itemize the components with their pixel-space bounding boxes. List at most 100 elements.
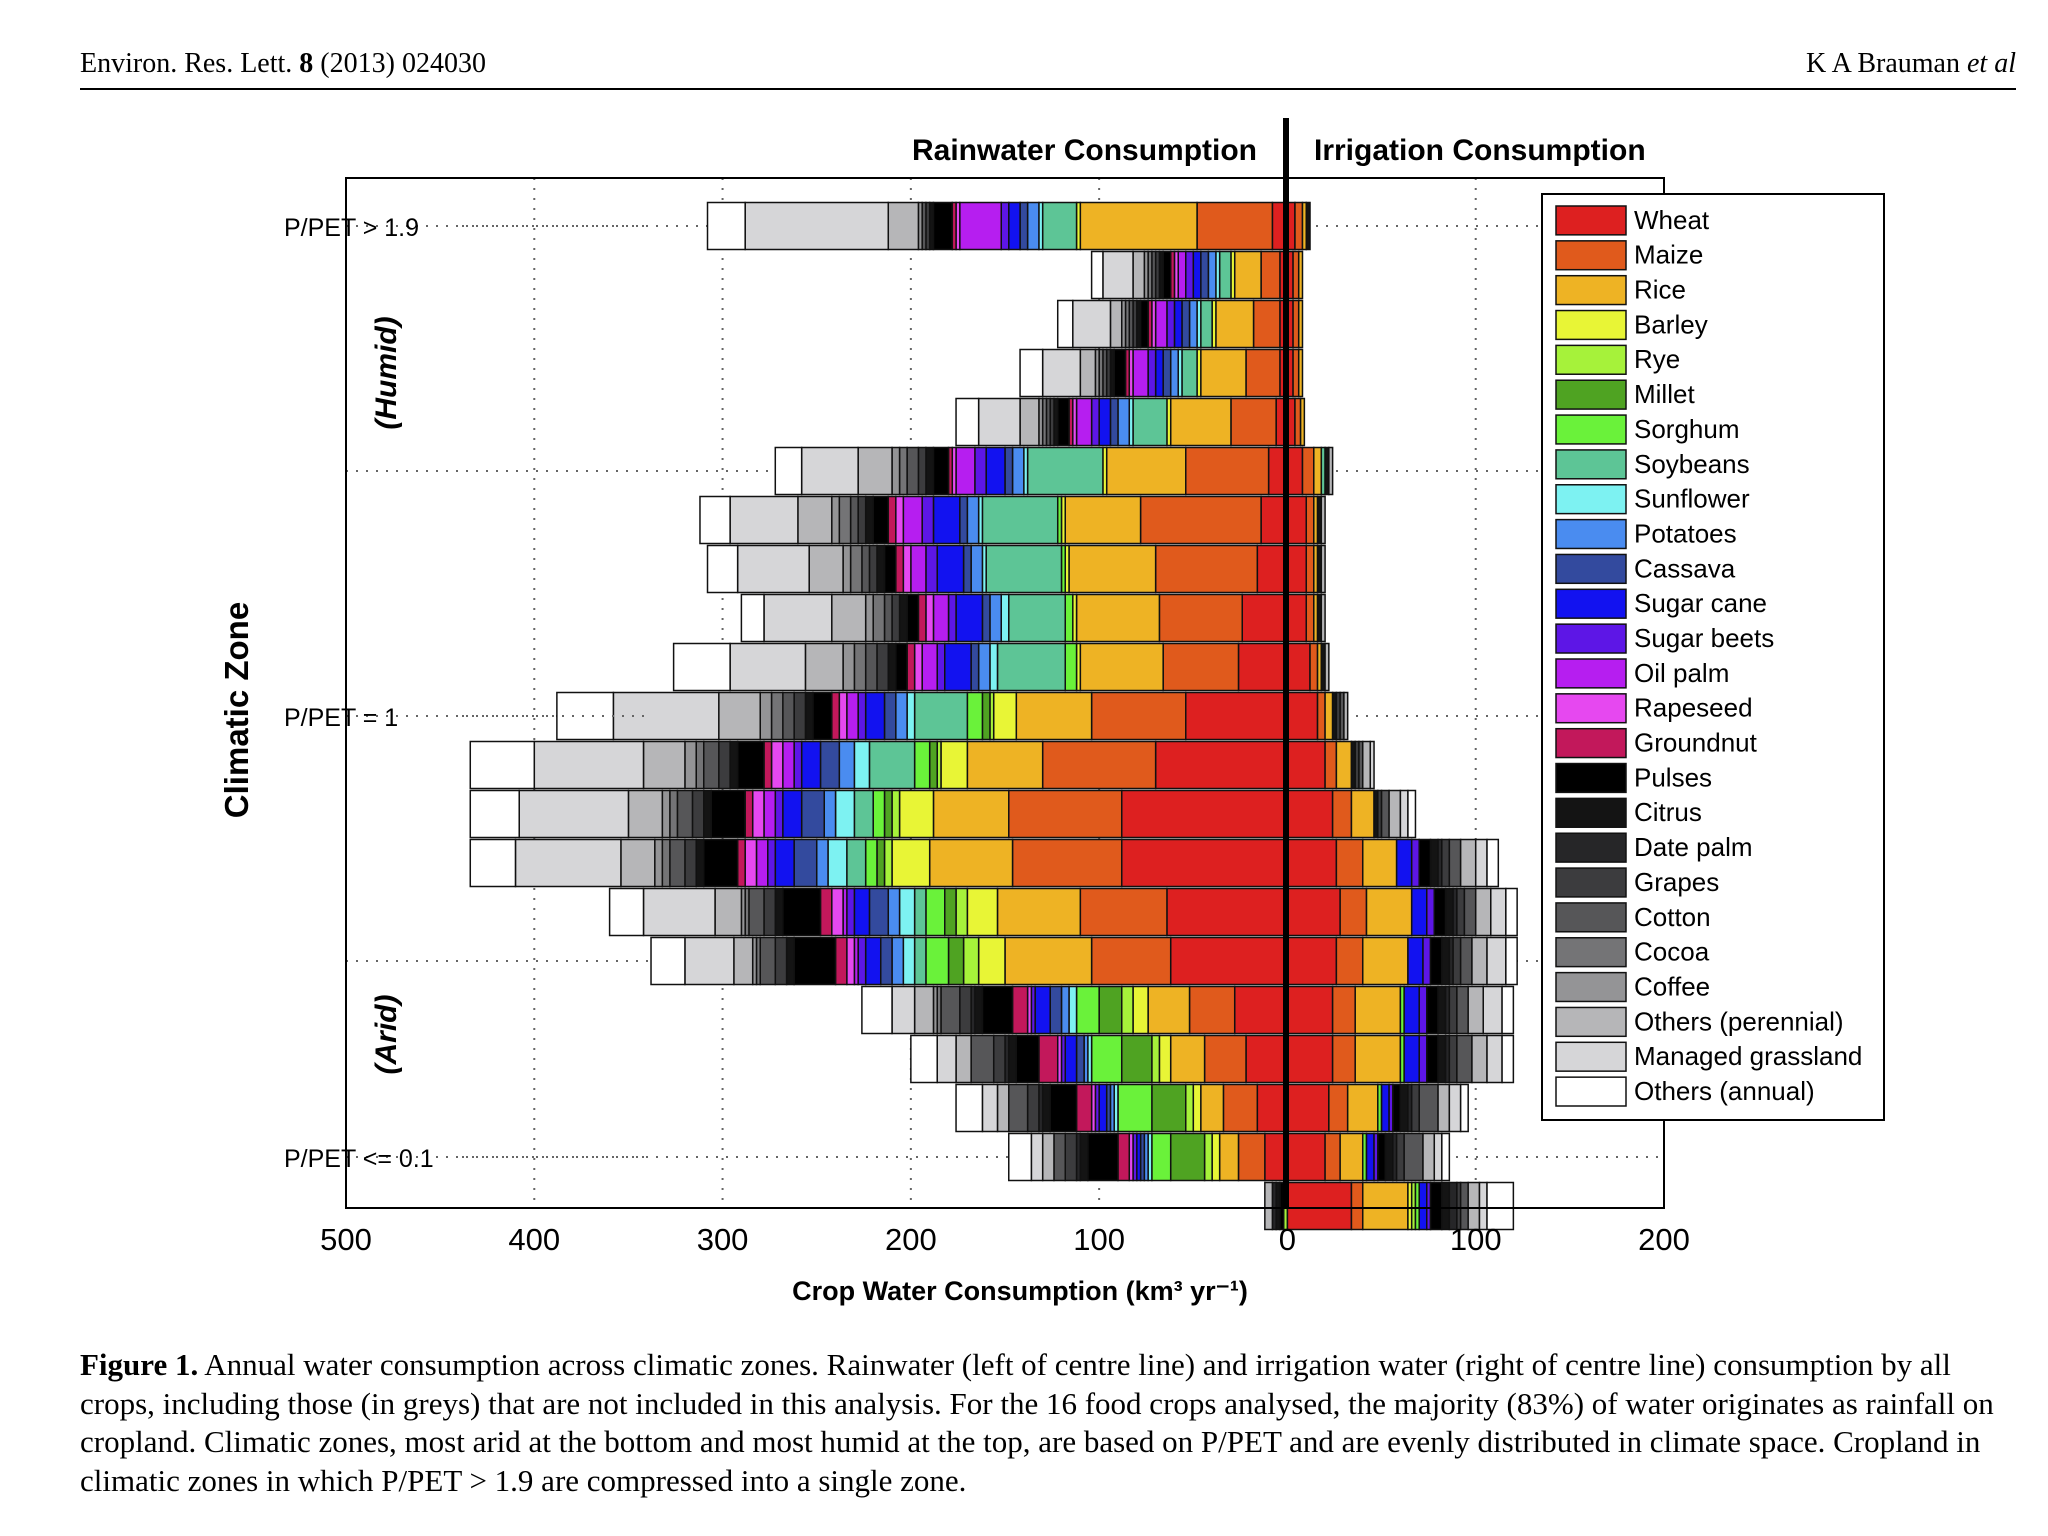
bar-rain-cassava bbox=[1109, 397, 1119, 447]
bar-irrigation-wheat bbox=[1286, 495, 1308, 545]
bar-irrigation-pulses bbox=[1433, 887, 1447, 937]
bar-rain-millet bbox=[883, 789, 893, 839]
bar-rain-millet bbox=[1169, 1132, 1206, 1182]
bar-rain-grapes bbox=[857, 495, 867, 545]
bar-rain-others-perennial bbox=[955, 1034, 972, 1084]
bar-irrigation-others-perennial bbox=[1474, 887, 1492, 937]
bar-rain-sugar-beets bbox=[921, 495, 935, 545]
bar-irrigation-cotton bbox=[1456, 985, 1469, 1035]
bar-irrigation-wheat bbox=[1286, 1083, 1330, 1133]
bar-rain-soybeans bbox=[1026, 446, 1104, 496]
bar-irrigation-pulses bbox=[1429, 1181, 1443, 1231]
bar-rain-cotton bbox=[940, 985, 961, 1035]
bar-rain-rice bbox=[1169, 1034, 1206, 1084]
bar-rain-sugar-cane bbox=[864, 691, 886, 741]
bar-rain-groundnut bbox=[1011, 985, 1029, 1035]
bar-rain-sorghum bbox=[925, 887, 946, 937]
bar-rain-others-perennial bbox=[913, 985, 935, 1035]
bar-rain-pulses bbox=[736, 740, 765, 790]
bar-irrigation-maize bbox=[1305, 544, 1315, 594]
bar-rain-oil-palm bbox=[1075, 397, 1093, 447]
bar-irrigation-managed-grassland bbox=[1433, 1132, 1443, 1182]
bar-irrigation-pulses bbox=[1377, 1132, 1387, 1182]
bar-rain-others-perennial bbox=[620, 838, 656, 888]
bar-rain-millet bbox=[981, 691, 991, 741]
bar-rain-managed-grassland bbox=[736, 544, 810, 594]
bar-irrigation-grapes bbox=[1448, 1034, 1458, 1084]
zone-labels: P/PET > 1.9 P/PET = 1 P/PET <= 0.1 (Humid) (… bbox=[284, 214, 646, 1173]
bar-rain-cocoa bbox=[838, 495, 852, 545]
bar-rain-managed-grassland bbox=[800, 446, 859, 496]
bar-rain-managed-grassland bbox=[744, 201, 890, 251]
legend-label-cocoa: Cocoa bbox=[1634, 937, 1710, 967]
bar-irrigation-wheat bbox=[1286, 985, 1334, 1035]
x-axis-label: Crop Water Consumption (km³ yr⁻¹) bbox=[792, 1276, 1248, 1306]
bar-rain-managed-grassland bbox=[518, 789, 630, 839]
bar-rain-others-annual bbox=[706, 201, 746, 251]
bar-rain-rice bbox=[1079, 642, 1164, 692]
legend-label-oil-palm: Oil palm bbox=[1634, 658, 1729, 688]
bar-irrigation-others-perennial bbox=[1324, 642, 1330, 692]
legend-label-others-perennial: Others (perennial) bbox=[1634, 1006, 1844, 1036]
bar-rain-maize bbox=[1139, 495, 1262, 545]
bar-rain-maize bbox=[1252, 299, 1281, 349]
bar-irrigation-cotton bbox=[1418, 1083, 1439, 1133]
bar-rain-others-perennial bbox=[1132, 250, 1146, 300]
bar-rain-sorghum bbox=[913, 740, 931, 790]
legend-label-wheat: Wheat bbox=[1634, 205, 1710, 235]
bar-irrigation-wheat bbox=[1286, 887, 1341, 937]
bar-rain-potatoes bbox=[1169, 348, 1179, 398]
bar-rain-rapeseed bbox=[838, 691, 848, 741]
bar-irrigation-wheat bbox=[1286, 1181, 1353, 1231]
bar-rain-groundnut bbox=[834, 936, 848, 986]
bar-rain-cotton bbox=[702, 740, 720, 790]
legend-label-citrus: Citrus bbox=[1634, 797, 1702, 827]
bar-rain-potatoes bbox=[1026, 201, 1040, 251]
bar-rain-millet bbox=[928, 740, 938, 790]
bar-irrigation-managed-grassland bbox=[1482, 985, 1503, 1035]
bar-irrigation-maize bbox=[1335, 838, 1364, 888]
legend-swatch-managed-grassland bbox=[1555, 1041, 1627, 1072]
bar-rain-maize bbox=[1011, 838, 1123, 888]
bar-rain-cotton bbox=[1008, 1083, 1029, 1133]
bar-irrigation-maize bbox=[1292, 348, 1300, 398]
bar-irrigation-wheat bbox=[1286, 789, 1334, 839]
bar-rain-managed-grassland bbox=[729, 642, 807, 692]
bar-rain-pulses bbox=[1087, 1132, 1119, 1182]
bar-rain-others-annual bbox=[608, 887, 645, 937]
bar-rain-groundnut bbox=[1038, 1034, 1059, 1084]
bar-rain-soybeans bbox=[913, 691, 969, 741]
bar-rain-others-annual bbox=[469, 789, 520, 839]
bar-rain-citrus bbox=[804, 691, 814, 741]
bar-irrigation-others-perennial bbox=[1471, 1034, 1488, 1084]
bar-irrigation-others-annual bbox=[1486, 838, 1500, 888]
bar-irrigation-others-perennial bbox=[1467, 985, 1484, 1035]
legend-swatch-citrus bbox=[1555, 797, 1627, 828]
bar-irrigation-grapes bbox=[1448, 985, 1458, 1035]
bar-irrigation-sugar-cane bbox=[1403, 1034, 1420, 1084]
bar-rain-citrus bbox=[1079, 1132, 1089, 1182]
bar-rain-citrus bbox=[1041, 1083, 1051, 1133]
bar-irrigation-others-perennial bbox=[1343, 691, 1349, 741]
bar-rain-barley bbox=[1132, 985, 1149, 1035]
bar-rain-grapes bbox=[774, 936, 788, 986]
bar-rain-oil-palm bbox=[921, 642, 938, 692]
bar-rain-groundnut bbox=[917, 593, 927, 643]
bar-rain-cassava bbox=[1075, 1034, 1085, 1084]
bar-irrigation-wheat bbox=[1286, 544, 1308, 594]
bar-irrigation-sugar-cane bbox=[1410, 887, 1428, 937]
bar-rain-grapes bbox=[891, 593, 901, 643]
bar-rain-others-perennial bbox=[808, 544, 844, 594]
bar-rain-soybeans bbox=[1218, 250, 1232, 300]
bar-rain-sugar-cane bbox=[1034, 985, 1051, 1035]
bar-rain-others-annual bbox=[469, 838, 517, 888]
bar-rain-sugar-beets bbox=[1166, 299, 1176, 349]
bar-rain-pulses bbox=[932, 201, 954, 251]
legend-swatch-maize bbox=[1555, 240, 1627, 271]
bar-irrigation-others-perennial bbox=[1437, 1083, 1451, 1133]
legend-label-sugar-beets: Sugar beets bbox=[1634, 623, 1774, 653]
bar-rain-rapeseed bbox=[831, 887, 844, 937]
bar-rain-maize bbox=[1090, 691, 1187, 741]
bar-rain-sugar-cane bbox=[936, 544, 965, 594]
bar-rain-groundnut bbox=[895, 544, 905, 594]
